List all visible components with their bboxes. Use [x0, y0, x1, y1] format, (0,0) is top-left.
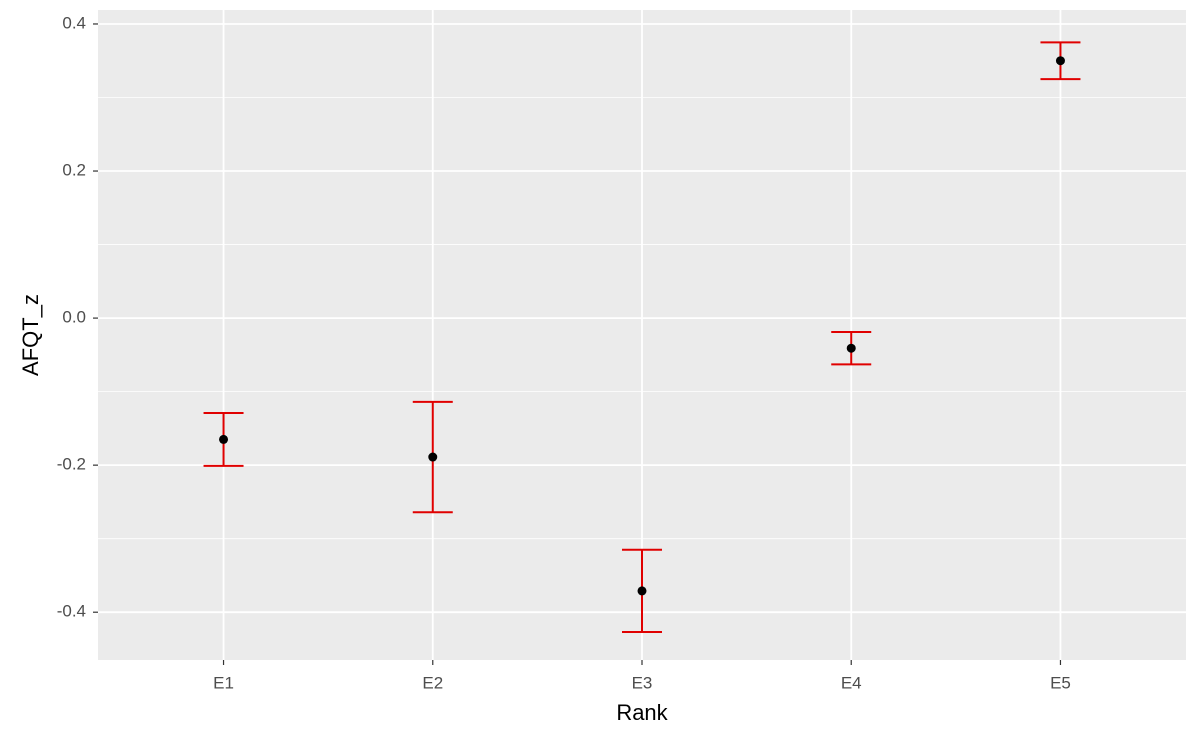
x-axis-title: Rank [616, 700, 668, 725]
y-axis-title: AFQT_z [18, 294, 43, 376]
x-tick-label: E5 [1050, 673, 1071, 692]
y-tick-label: 0.2 [62, 161, 86, 180]
grid [98, 10, 1186, 660]
y-tick-label: -0.2 [57, 455, 86, 474]
point [428, 452, 438, 462]
x-tick-label: E2 [422, 673, 443, 692]
point [1055, 56, 1065, 66]
x-tick-label: E3 [632, 673, 653, 692]
y-tick-label: 0.4 [62, 13, 86, 32]
y-tick-label: -0.4 [57, 602, 86, 621]
point [846, 343, 856, 353]
point [219, 434, 229, 444]
point [637, 586, 647, 596]
x-tick-label: E1 [213, 673, 234, 692]
marks [203, 41, 1081, 634]
y-tick-label: 0.0 [62, 308, 86, 327]
x-tick-label: E4 [841, 673, 862, 692]
